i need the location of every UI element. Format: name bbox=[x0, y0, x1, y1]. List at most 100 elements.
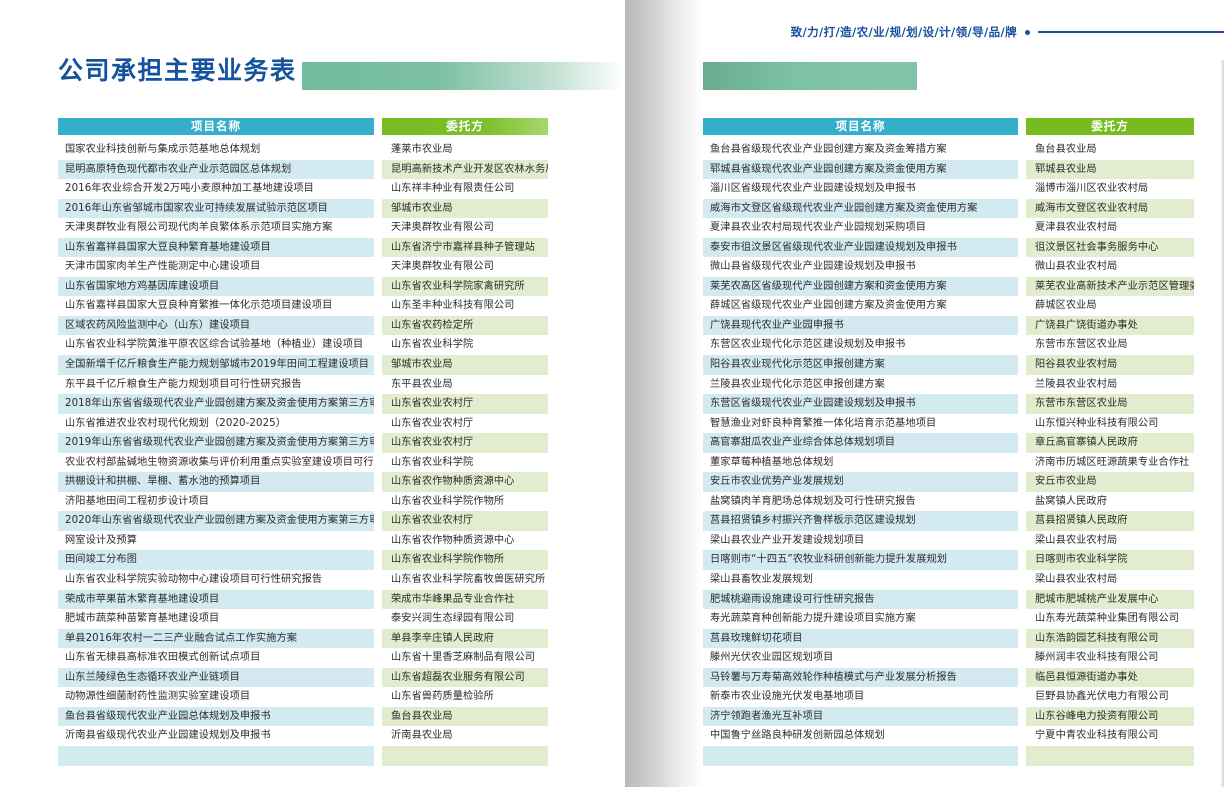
table-cell-project-name: 鱼台县省级现代农业产业园创建方案及资金筹措方案 bbox=[710, 144, 947, 155]
table-cell-client: 山东省超磊农业服务有限公司 bbox=[382, 667, 548, 688]
table-cell-project-name: 盐窝镇肉羊育肥场总体规划及可行性研究报告 bbox=[710, 495, 916, 507]
table-cell-project-name: 淄川区省级现代农业产业园建设规划及申报书 bbox=[710, 183, 916, 195]
table-cell-project-name: 山东省国家地方鸡基因库建设项目 bbox=[58, 276, 374, 297]
table-cell-client: 临邑县恒源街道办事处 bbox=[1026, 667, 1194, 688]
page-title: 公司承担主要业务表 bbox=[58, 58, 1224, 83]
table-cell-client: 盐窝镇人民政府 bbox=[1035, 495, 1108, 507]
table-cell-project-name: 山东省嘉祥县国家大豆良种育繁推一体化示范项目建设项目 bbox=[65, 300, 333, 312]
table-cell-client: 山东省兽药质量检验所 bbox=[391, 691, 494, 703]
table-cell-project-name: 夏津县农业农村局现代农业产业园规划采购项目 bbox=[710, 222, 927, 234]
table-cell-client: 山东省农业科学院 bbox=[391, 456, 474, 468]
business-table-left: 项目名称 国家农业科技创新与集成示范基地总体规划 昆明高原特色现代都市农业产业示范… bbox=[58, 118, 548, 766]
column-client-right: 委托方 鱼台县农业局 郓城县农业局 淄博市淄川区农业农村局 威海市文登区农业农村局 夏津… bbox=[1026, 118, 1194, 766]
table-cell-client: 沂南县农业局 bbox=[391, 730, 453, 742]
table-cell-project-name bbox=[58, 745, 374, 766]
table-cell-project-name: 济宁领跑者渔光互补项目 bbox=[703, 706, 1018, 727]
table-cell-client: 梁山县农业农村局 bbox=[1035, 534, 1118, 546]
table-cell-project-name: 山东省嘉祥县国家大豆良种繁育基地建设项目 bbox=[58, 237, 374, 258]
table-cell-client: 山东省农业科学院作物所 bbox=[391, 495, 505, 507]
table-cell-project-name: 2016年山东省邹城市国家农业可持续发展试验示范区项目 bbox=[58, 198, 374, 219]
table-cell-project-name: 济阳基地田间工程初步设计项目 bbox=[65, 495, 210, 507]
table-cell-client: 山东省农作物种质资源中心 bbox=[382, 472, 548, 492]
table-cell-project-name: 山东省农业科学院实验动物中心建设项目可行性研究报告 bbox=[65, 574, 323, 586]
table-cell-project-name: 郓城县省级现代农业产业园创建方案及资金使用方案 bbox=[703, 159, 1018, 180]
table-cell-client: 山东省农业科学院作物所 bbox=[382, 550, 548, 571]
table-cell-client: 山东祥丰种业有限责任公司 bbox=[391, 183, 515, 195]
bullet-dot-icon bbox=[1025, 29, 1030, 35]
table-cell-project-name: 山东省农业科学院黄淮平原农区综合试验基地（种植业）建设项目 bbox=[65, 339, 364, 351]
table-cell-project-name bbox=[703, 745, 1018, 766]
table-cell-client bbox=[382, 745, 548, 766]
table-cell-project-name: 肥城桃避雨设施建设可行性研究报告 bbox=[703, 589, 1018, 610]
table-cell-project-name: 沂南县省级现代农业产业园建设规划及申报书 bbox=[65, 730, 271, 742]
table-cell-client: 天津奥群牧业有限公司 bbox=[391, 261, 494, 273]
table-cell-project-name: 2020年山东省省级现代农业产业园创建方案及资金使用方案第三方审查论证 bbox=[58, 511, 374, 531]
table-cell-client: 山东省济宁市嘉祥县种子管理站 bbox=[382, 237, 548, 258]
brand-tagline: 致/力/打/造/农/业/规/划/设/计/领/导/品/牌 bbox=[791, 24, 1224, 40]
table-cell-client: 山东省农业科学院畜牧兽医研究所 bbox=[391, 574, 546, 586]
table-cell-client: 山东省农作物种质资源中心 bbox=[391, 534, 515, 546]
table-cell-client: 天津奥群牧业有限公司 bbox=[391, 222, 494, 234]
table-cell-client: 安丘市农业局 bbox=[1026, 472, 1194, 492]
table-cell-project-name: 山东省推进农业农村现代化规划（2020-2025） bbox=[65, 417, 287, 429]
table-cell-project-name: 天津奥群牧业有限公司现代肉羊良繁体系示范项目实施方案 bbox=[65, 222, 333, 234]
table-cell-client: 东营市东营区农业局 bbox=[1035, 339, 1128, 351]
table-cell-project-name: 安丘市农业优势产业发展规划 bbox=[703, 472, 1018, 492]
table-cell-client: 山东圣丰种业科技有限公司 bbox=[391, 300, 515, 312]
table-cell-project-name: 阳谷县农业现代化示范区申报创建方案 bbox=[703, 355, 1018, 375]
table-cell-project-name: 肥城市蔬菜种苗繁育基地建设项目 bbox=[65, 613, 220, 625]
column-header-project-name: 项目名称 bbox=[703, 118, 1018, 135]
table-cell-project-name: 拱棚设计和拱棚、旱棚、蓄水池的预算项目 bbox=[58, 472, 374, 492]
column-header-project-name: 项目名称 bbox=[58, 118, 374, 135]
table-cell-project-name: 中国鲁宁丝路良种研发创新园总体规划 bbox=[710, 730, 885, 742]
table-cell-client: 山东省农业农村厅 bbox=[382, 511, 548, 531]
table-cell-project-name: 鱼台县省级现代农业产业园总体规划及申报书 bbox=[58, 706, 374, 727]
table-cell-project-name: 智慧渔业对虾良种育繁推一体化培育示范基地项目 bbox=[710, 417, 937, 429]
table-cell-client: 邹城市农业局 bbox=[382, 355, 548, 375]
table-cell-client: 邹城市农业局 bbox=[382, 198, 548, 219]
table-cell-client: 单县李辛庄镇人民政府 bbox=[382, 628, 548, 649]
table-cell-client: 山东寿光蔬菜种业集团有限公司 bbox=[1035, 613, 1180, 625]
table-cell-client: 巨野县协鑫光伏电力有限公司 bbox=[1035, 691, 1169, 703]
table-cell-client: 日喀则市农业科学院 bbox=[1026, 550, 1194, 571]
table-cell-client: 宁夏中青农业科技有限公司 bbox=[1035, 730, 1159, 742]
table-cell-project-name: 微山县省级现代农业产业园建设规划及申报书 bbox=[710, 261, 916, 273]
table-cell-project-name: 区域农药风险监测中心（山东）建设项目 bbox=[58, 315, 374, 336]
column-project-name-right: 项目名称 鱼台县省级现代农业产业园创建方案及资金筹措方案郓城县省级现代农业产业园… bbox=[703, 118, 1018, 766]
table-cell-client: 梁山县农业农村局 bbox=[1035, 574, 1118, 586]
table-cell-client bbox=[1026, 745, 1194, 766]
table-cell-project-name: 东平县千亿斤粮食生产能力规划项目可行性研究报告 bbox=[65, 378, 302, 390]
table-cell-project-name: 梁山县畜牧业发展规划 bbox=[710, 574, 813, 586]
table-cell-client: 东营市东营区农业局 bbox=[1026, 394, 1194, 414]
table-cell-client: 山东省农药检定所 bbox=[382, 315, 548, 336]
table-cell-client: 莱芜农业高新技术产业示范区管理委员会 bbox=[1026, 276, 1194, 297]
table-cell-client: 阳谷县农业农村局 bbox=[1026, 355, 1194, 375]
table-cell-client: 山东省农业农村厅 bbox=[391, 417, 474, 429]
table-cell-client: 莒县招贤镇人民政府 bbox=[1026, 511, 1194, 531]
table-cell-project-name: 农业农村部盐碱地生物资源收集与评价利用重点实验室建设项目可行性研究报告 bbox=[65, 456, 374, 468]
table-cell-project-name: 山东兰陵绿色生态循环农业产业链项目 bbox=[58, 667, 374, 688]
tagline-rule bbox=[1038, 31, 1224, 33]
table-cell-client: 山东恒兴种业科技有限公司 bbox=[1035, 417, 1159, 429]
table-cell-project-name: 山东省无棣县高标准农田模式创新试点项目 bbox=[65, 652, 261, 664]
title-accent-bar-left bbox=[302, 62, 625, 90]
table-cell-client: 山东省农业科学院 bbox=[391, 339, 474, 351]
table-cell-project-name: 滕州光伏农业园区规划项目 bbox=[710, 652, 834, 664]
table-cell-project-name: 荣成市苹果苗木繁育基地建设项目 bbox=[58, 589, 374, 610]
table-cell-client: 兰陵县农业农村局 bbox=[1035, 378, 1118, 390]
table-cell-client: 夏津县农业农村局 bbox=[1035, 222, 1118, 234]
table-cell-client: 郓城县农业局 bbox=[1026, 159, 1194, 180]
table-cell-project-name: 兰陵县农业现代化示范区申报创建方案 bbox=[710, 378, 885, 390]
table-cell-client: 薛城区农业局 bbox=[1035, 300, 1097, 312]
table-cell-client: 章丘高官寨镇人民政府 bbox=[1026, 433, 1194, 453]
table-cell-project-name: 动物源性细菌耐药性监测实验室建设项目 bbox=[65, 691, 251, 703]
column-header-client: 委托方 bbox=[1026, 118, 1194, 135]
table-cell-project-name: 莒县招贤镇乡村振兴齐鲁样板示范区建设规划 bbox=[703, 511, 1018, 531]
table-cell-project-name: 2016年农业综合开发2万吨小麦原种加工基地建设项目 bbox=[65, 183, 314, 195]
business-table-right: 项目名称 鱼台县省级现代农业产业园创建方案及资金筹措方案郓城县省级现代农业产业园… bbox=[703, 118, 1194, 766]
title-accent-bar-right bbox=[625, 62, 917, 90]
table-cell-client: 昆明高新技术产业开发区农林水务局 bbox=[382, 159, 548, 180]
table-cell-client: 微山县农业农村局 bbox=[1035, 261, 1118, 273]
table-cell-project-name: 东营区农业现代化示范区建设规划及申报书 bbox=[710, 339, 906, 351]
